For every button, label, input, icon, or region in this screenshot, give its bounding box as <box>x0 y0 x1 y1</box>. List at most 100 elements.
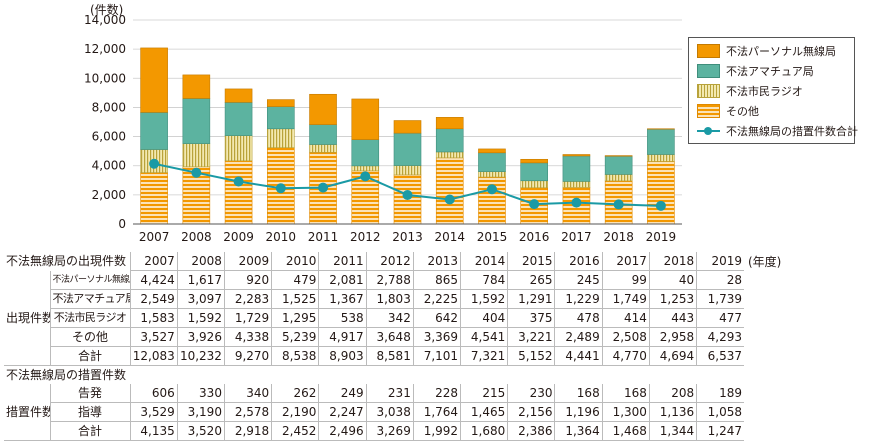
bar-amateur <box>141 112 168 149</box>
table-cell: 1,300 <box>602 403 649 422</box>
table-cell: 443 <box>649 309 696 328</box>
table-cell: 1,291 <box>508 290 555 309</box>
table-cell: 2,386 <box>508 422 555 441</box>
table-cell: 3,648 <box>366 328 413 347</box>
table-cell: 208 <box>649 384 696 403</box>
row-label: 不法アマチュア局 <box>50 290 130 309</box>
table-cell: 3,520 <box>177 422 224 441</box>
measures-total-point <box>571 198 581 208</box>
bar-citizen-radio <box>521 181 548 188</box>
measures-total-point <box>656 201 666 211</box>
table-cell: 606 <box>130 384 177 403</box>
bar-personal <box>563 154 590 155</box>
x-tick-label: 2012 <box>350 230 381 244</box>
table-cell: 1,468 <box>602 422 649 441</box>
bar-personal <box>352 99 379 140</box>
measures-total-point <box>487 184 497 194</box>
bar-personal <box>225 89 252 102</box>
table-cell: 189 <box>697 384 744 403</box>
table-cell: 3,097 <box>177 290 224 309</box>
table-cell: 375 <box>508 309 555 328</box>
bar-citizen-radio <box>394 166 421 175</box>
bar-amateur <box>394 133 421 165</box>
x-tick-label: 2019 <box>646 230 677 244</box>
table-cell: 2,156 <box>508 403 555 422</box>
measures-total-point <box>191 168 201 178</box>
bar-other <box>225 161 252 224</box>
table-cell: 3,926 <box>177 328 224 347</box>
table-cell: 479 <box>272 271 319 290</box>
year-header: 2008 <box>177 252 224 271</box>
legend-item-amateur: 不法アマチュア局 <box>697 63 814 79</box>
measures-section-title: 不法無線局の措置件数 <box>4 366 744 385</box>
table-cell: 1,729 <box>224 309 271 328</box>
bar-amateur <box>352 140 379 166</box>
table-cell: 477 <box>697 309 744 328</box>
bar-amateur <box>225 102 252 135</box>
legend-item-personal: 不法パーソナル無線局 <box>697 43 836 59</box>
x-tick-label: 2008 <box>181 230 212 244</box>
table-cell: 1,525 <box>272 290 319 309</box>
legend-swatch-citizen-radio <box>697 84 720 98</box>
measures-total-point <box>445 195 455 205</box>
bar-other <box>647 161 674 224</box>
legend-label-citizen-radio: 不法市民ラジオ <box>726 83 803 99</box>
table-cell: 245 <box>555 271 602 290</box>
bar-amateur <box>647 129 674 154</box>
measures-total-point <box>614 199 624 209</box>
table-cell: 784 <box>461 271 508 290</box>
table-cell: 2,549 <box>130 290 177 309</box>
y-tick-label: 6,000 <box>92 130 126 144</box>
y-tick-label: 12,000 <box>84 42 126 56</box>
table-cell: 3,529 <box>130 403 177 422</box>
table-cell: 920 <box>224 271 271 290</box>
legend-item-citizen-radio: 不法市民ラジオ <box>697 83 803 99</box>
table-cell: 8,538 <box>272 347 319 366</box>
row-label: 合計 <box>50 347 130 366</box>
year-header: 2016 <box>555 252 602 271</box>
table-cell: 1,247 <box>697 422 744 441</box>
table-cell: 2,081 <box>319 271 366 290</box>
legend-swatch-amateur <box>697 64 720 78</box>
table-cell: 8,903 <box>319 347 366 366</box>
legend-line-marker <box>697 125 720 137</box>
table-cell: 12,083 <box>130 347 177 366</box>
table-cell: 2,918 <box>224 422 271 441</box>
bar-amateur <box>267 107 294 129</box>
table-cell: 404 <box>461 309 508 328</box>
measures-group-label: 措置件数 <box>4 384 50 441</box>
table-cell: 3,527 <box>130 328 177 347</box>
table-cell: 2,578 <box>224 403 271 422</box>
table-cell: 4,441 <box>555 347 602 366</box>
bar-personal <box>478 149 505 153</box>
x-tick-label: 2015 <box>477 230 508 244</box>
table-cell: 9,270 <box>224 347 271 366</box>
table-cell: 414 <box>602 309 649 328</box>
bar-personal <box>436 117 463 128</box>
legend-label-amateur: 不法アマチュア局 <box>726 63 814 79</box>
table-cell: 265 <box>508 271 555 290</box>
row-label: 不法市民ラジオ <box>50 309 130 328</box>
table-cell: 4,424 <box>130 271 177 290</box>
table-cell: 1,803 <box>366 290 413 309</box>
appearance-group-label: 出現件数 <box>4 271 50 366</box>
x-tick-label: 2011 <box>308 230 339 244</box>
year-header: 2013 <box>413 252 460 271</box>
appearance-section-title: 不法無線局の出現件数 <box>4 252 130 271</box>
bar-citizen-radio <box>647 154 674 161</box>
legend-swatch-other <box>697 104 720 118</box>
row-label: 合計 <box>50 422 130 441</box>
table-cell: 2,190 <box>272 403 319 422</box>
measures-total-point <box>403 190 413 200</box>
table-cell: 1,229 <box>555 290 602 309</box>
measures-total-point <box>360 171 370 181</box>
table-cell: 865 <box>413 271 460 290</box>
x-tick-label: 2007 <box>139 230 170 244</box>
year-header: 2010 <box>272 252 319 271</box>
table-cell: 1,136 <box>649 403 696 422</box>
